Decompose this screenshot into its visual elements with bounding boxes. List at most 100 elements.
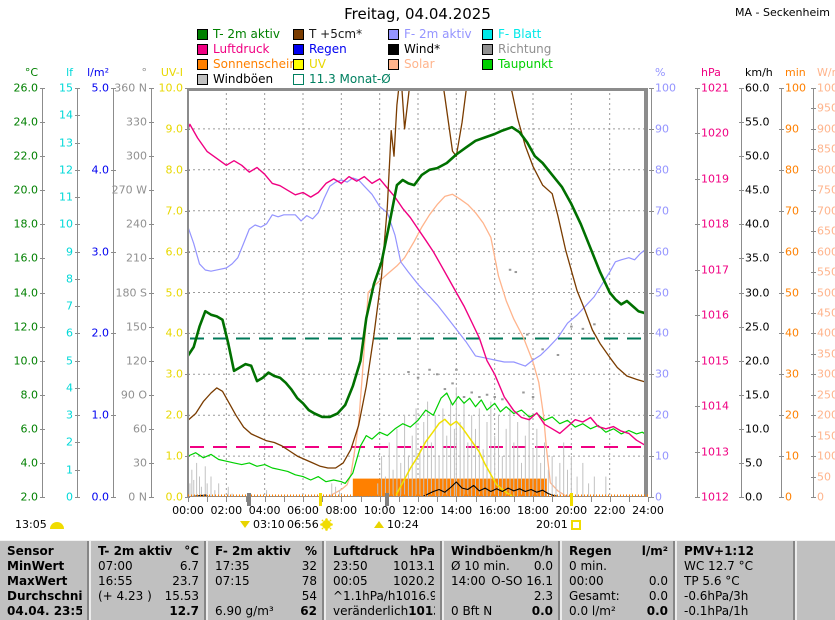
sunrise-sun-icon: [321, 520, 331, 529]
axis-label-w-m-650: 650: [817, 224, 835, 238]
axis-label-lf-14: 14: [59, 108, 73, 122]
footer-col-luftdruck: Luftdruck hPa 23:50 1013.1 00:05 1020.2 ^1.1hP…: [322, 541, 440, 620]
time-tick: [245, 497, 247, 502]
axis-tick: [75, 278, 80, 280]
axis-label-uv-i-5-0: 5.0: [165, 286, 184, 299]
time-tick: [513, 497, 515, 502]
moonrise-time: 10:24: [387, 518, 419, 531]
axis-label--50: 50: [655, 286, 669, 299]
axis-label-lf-0: 0: [66, 490, 73, 504]
axis-label-l-m-5-0: 5.0: [91, 81, 110, 95]
axis-label-min-20: 20: [785, 408, 799, 422]
axis-label-lf-12: 12: [59, 163, 73, 177]
axis-line-l-m: [113, 88, 114, 497]
axis-tick: [149, 394, 154, 396]
axis-unit-min: min: [785, 66, 806, 79]
axis-tick: [811, 190, 816, 192]
axis-tick: [811, 374, 816, 376]
axis-label-hpa-1021: 1021: [701, 81, 729, 95]
axis-label--360-n: 360 N: [114, 81, 147, 95]
axis-label-w-m-350: 350: [817, 347, 835, 361]
legend-label: Luftdruck: [213, 42, 270, 56]
axis-tick: [649, 374, 654, 376]
time-label-2200: 22:00: [593, 504, 626, 517]
axis-tick: [779, 292, 784, 294]
axis-unit-: °: [141, 66, 148, 79]
time-label-0800: 08:00: [325, 504, 358, 517]
axis-tick: [40, 156, 45, 158]
footer-col-windböen: Windböen km/h Ø 10 min. 0.0 14:00 O-SO 16.1 2.…: [440, 541, 558, 620]
time-tick: [360, 497, 362, 502]
footer-col-t-2m-aktiv: T- 2m aktiv °C 07:00 6.7 16:55 23.7 (+ 4.23 ) 1…: [87, 541, 204, 620]
axis-tick: [811, 169, 816, 171]
page-title: Freitag, 04.04.2025: [344, 5, 491, 23]
axis-tick: [149, 428, 154, 430]
axis-tick: [811, 435, 816, 437]
axis-label-min-70: 70: [785, 204, 799, 218]
axis-label--40: 40: [655, 326, 669, 340]
legend-label: F- Blatt: [498, 27, 542, 41]
axis-label--30: 30: [655, 367, 669, 381]
axis-tick: [739, 462, 744, 464]
time-label-1800: 18:00: [517, 504, 549, 517]
axis-tick: [185, 333, 190, 335]
sunset-marker: [570, 493, 574, 506]
axis-tick: [149, 292, 154, 294]
footer-cell-value: 0.0: [648, 574, 668, 588]
footer-col-unit: %: [304, 544, 317, 558]
axis-tick: [75, 442, 80, 444]
axis-unit-km-h: km/h: [745, 66, 773, 79]
footer-cell-text: 6.90 g/m³: [215, 604, 274, 618]
time-tick: [188, 497, 189, 502]
axis-tick: [649, 333, 654, 335]
legend-item-regen: Regen: [293, 42, 347, 56]
series-wind: [188, 481, 648, 497]
time-label-2400: 24:00: [632, 504, 664, 517]
axis-label-w-m-100: 100: [817, 449, 835, 463]
axis-tick: [111, 333, 116, 335]
axis-tick: [695, 224, 700, 226]
axis-tick: [185, 169, 190, 171]
axis-label-lf-7: 7: [66, 299, 73, 313]
axis-tick: [695, 88, 700, 89]
time-tick: [533, 497, 534, 502]
moonset-label: 03:10: [240, 518, 285, 531]
legend-swatch-f-blatt: [482, 28, 493, 40]
axis-label-uv-i-0-0: 0.0: [165, 490, 184, 504]
footer-cell-value: 12.7: [169, 604, 199, 618]
axis-tick: [811, 456, 816, 458]
footer-cell-text: 23:50: [333, 559, 368, 573]
axis-label--330: 330: [126, 115, 147, 129]
axis-label--0-n: 0 N: [128, 490, 147, 504]
legend-label: F- 2m aktiv: [404, 27, 472, 41]
axis-label--150: 150: [126, 320, 147, 334]
axis-tick: [111, 169, 116, 171]
sunset-label: 20:01: [536, 518, 581, 531]
footer-row-label-1: MinWert: [7, 559, 65, 573]
axis-tick: [185, 88, 190, 89]
axis-label-w-m-150: 150: [817, 429, 835, 443]
footer-col-header: Luftdruck: [333, 544, 399, 558]
axis-tick: [811, 251, 816, 253]
moon-transit-label: 13:05: [15, 518, 64, 531]
footer-col-regen: Regen l/m² 0 min. 00:00 0.0 Gesamt: 0.0 0.0 l/m…: [558, 541, 673, 620]
axis-tick: [695, 406, 700, 408]
time-tick: [226, 497, 228, 502]
legend-swatch-wind: [388, 43, 399, 55]
axis-tick: [779, 88, 784, 89]
footer-cell-value: 1013.2: [408, 604, 435, 618]
axis-unit-uv-i: UV-I: [160, 66, 183, 79]
time-tick: [437, 497, 439, 502]
time-tick: [303, 497, 304, 502]
axis-tick: [40, 258, 45, 260]
axis-tick: [75, 169, 80, 171]
axis-tick: [695, 451, 700, 453]
axis-tick: [779, 251, 784, 253]
axis-tick: [40, 462, 45, 464]
axis-tick: [40, 292, 45, 294]
axis-label-w-m-400: 400: [817, 326, 835, 340]
axis-tick: [811, 292, 816, 294]
axis-tick: [811, 149, 816, 151]
time-label-1600: 16:00: [478, 504, 511, 517]
legend-item-solar: Solar: [388, 57, 435, 71]
